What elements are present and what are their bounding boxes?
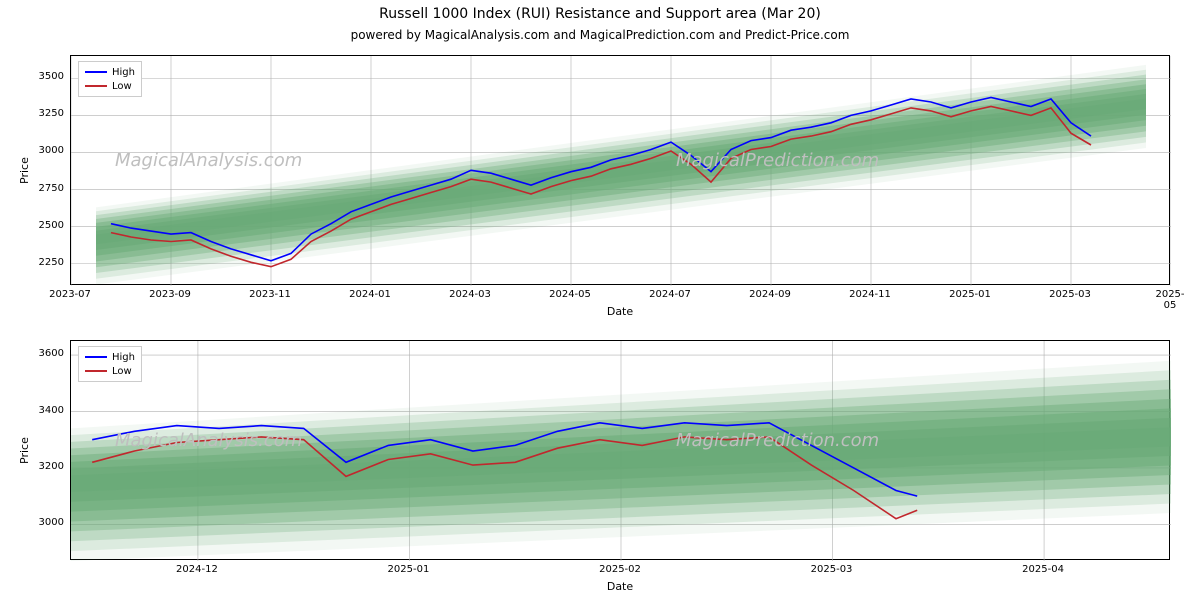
legend-swatch — [85, 370, 107, 372]
x-tick-label: 2024-11 — [849, 289, 891, 300]
legend-label: High — [112, 67, 135, 78]
chart-svg-bottom — [71, 341, 1171, 561]
legend-swatch — [85, 356, 107, 358]
y-tick-label: 3000 — [24, 145, 64, 156]
legend-item: High — [85, 350, 135, 364]
x-tick-label: 2024-01 — [349, 289, 391, 300]
y-tick-label: 3000 — [24, 517, 64, 528]
y-tick-label: 3250 — [24, 108, 64, 119]
x-tick-label: 2024-07 — [649, 289, 691, 300]
chart-panel-bottom: MagicalAnalysis.comMagicalPrediction.com — [70, 340, 1170, 560]
x-tick-label: 2025-01 — [949, 289, 991, 300]
chart-title: Russell 1000 Index (RUI) Resistance and … — [0, 6, 1200, 22]
y-tick-label: 3400 — [24, 405, 64, 416]
chart-panel-top: MagicalAnalysis.comMagicalPrediction.com — [70, 55, 1170, 285]
x-tick-label: 2023-09 — [149, 289, 191, 300]
x-tick-label: 2024-05 — [549, 289, 591, 300]
legend-swatch — [85, 85, 107, 87]
x-tick-label: 2024-12 — [176, 564, 218, 575]
x-tick-label: 2025-03 — [811, 564, 853, 575]
legend-item: High — [85, 65, 135, 79]
x-tick-label: 2025-04 — [1022, 564, 1064, 575]
x-tick-label: 2024-09 — [749, 289, 791, 300]
x-tick-label: 2025-01 — [388, 564, 430, 575]
legend-item: Low — [85, 79, 135, 93]
y-tick-label: 3600 — [24, 348, 64, 359]
x-tick-label: 2023-11 — [249, 289, 291, 300]
legend-item: Low — [85, 364, 135, 378]
y-axis-label: Price — [18, 437, 31, 464]
x-axis-label: Date — [70, 580, 1170, 593]
legend-label: Low — [112, 81, 132, 92]
legend: High Low — [78, 346, 142, 382]
chart-subtitle: powered by MagicalAnalysis.com and Magic… — [0, 28, 1200, 42]
y-tick-label: 2750 — [24, 183, 64, 194]
chart-svg-top — [71, 56, 1171, 286]
x-axis-label: Date — [70, 305, 1170, 318]
y-tick-label: 3500 — [24, 71, 64, 82]
legend-label: High — [112, 352, 135, 363]
legend: High Low — [78, 61, 142, 97]
x-tick-label: 2025-03 — [1049, 289, 1091, 300]
y-tick-label: 2500 — [24, 220, 64, 231]
y-tick-label: 2250 — [24, 257, 64, 268]
x-tick-label: 2023-07 — [49, 289, 91, 300]
x-tick-label: 2025-02 — [599, 564, 641, 575]
legend-label: Low — [112, 366, 132, 377]
legend-swatch — [85, 71, 107, 73]
x-tick-label: 2024-03 — [449, 289, 491, 300]
y-axis-label: Price — [18, 157, 31, 184]
